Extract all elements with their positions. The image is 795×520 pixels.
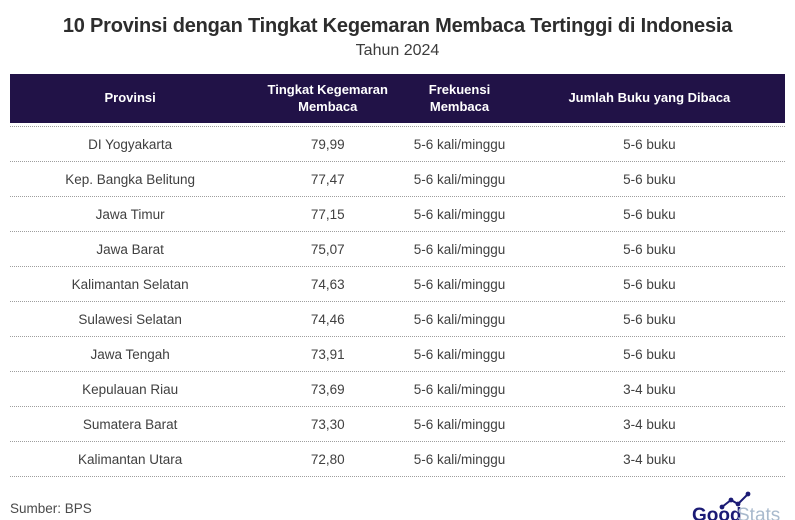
table-body: DI Yogyakarta 79,99 5-6 kali/minggu 5-6 buk… bbox=[10, 126, 785, 477]
table-cell: DI Yogyakarta bbox=[88, 136, 173, 152]
table-row: DI Yogyakarta 79,99 5-6 kali/minggu 5-6 buk… bbox=[10, 127, 785, 162]
table-row: Kalimantan Selatan 74,63 5-6 kali/minggu 5-… bbox=[10, 267, 785, 302]
table-cell: 79,99 bbox=[310, 136, 345, 152]
table-cell: Kep. Bangka Belitung bbox=[65, 171, 196, 187]
column-header: Frekuensi Membaca bbox=[428, 81, 491, 114]
table-row: Kalimantan Utara 72,80 5-6 kali/minggu 3-4 … bbox=[10, 442, 785, 477]
table-row: Jawa Barat 75,07 5-6 kali/minggu 5-6 buku bbox=[10, 232, 785, 267]
table-cell: 5-6 kali/minggu bbox=[413, 381, 506, 397]
table-cell: 5-6 buku bbox=[623, 346, 676, 362]
table-cell: 5-6 kali/minggu bbox=[413, 311, 506, 327]
trend-line-icon bbox=[719, 491, 751, 510]
table-cell: 5-6 kali/minggu bbox=[413, 136, 506, 152]
table-header-row: Provinsi Tingkat Kegemaran Membaca Frekuen… bbox=[10, 74, 785, 123]
table-cell: 73,69 bbox=[310, 381, 345, 397]
table-cell: 74,63 bbox=[310, 276, 345, 292]
table-cell: 77,47 bbox=[310, 171, 345, 187]
table-cell: 5-6 buku bbox=[623, 276, 676, 292]
table-cell: 5-6 buku bbox=[623, 206, 676, 222]
table-cell: 3-4 buku bbox=[623, 381, 676, 397]
source-label: Sumber: BPS bbox=[10, 500, 92, 516]
table-cell: 5-6 buku bbox=[623, 241, 676, 257]
table-cell: Kalimantan Selatan bbox=[71, 276, 189, 292]
page-subtitle: Tahun 2024 bbox=[355, 42, 440, 59]
table-cell: 3-4 buku bbox=[623, 451, 676, 467]
column-header: Jumlah Buku yang Dibaca bbox=[568, 90, 731, 106]
table-cell: 75,07 bbox=[310, 241, 345, 257]
table-cell: Kalimantan Utara bbox=[77, 451, 183, 467]
table-row: Jawa Tengah 73,91 5-6 kali/minggu 5-6 buku bbox=[10, 337, 785, 372]
table-cell: Kepulauan Riau bbox=[82, 381, 179, 397]
table-row: Sumatera Barat 73,30 5-6 kali/minggu 3-4 bu… bbox=[10, 407, 785, 442]
table-cell: 5-6 kali/minggu bbox=[413, 346, 506, 362]
table-cell: Jawa Timur bbox=[95, 206, 165, 222]
table-cell: Jawa Tengah bbox=[90, 346, 170, 362]
column-header: Provinsi bbox=[104, 90, 156, 106]
table-row: Jawa Timur 77,15 5-6 kali/minggu 5-6 buku bbox=[10, 197, 785, 232]
table-cell: 74,46 bbox=[310, 311, 345, 327]
table-cell: Jawa Barat bbox=[96, 241, 164, 257]
table-cell: 73,30 bbox=[310, 416, 345, 432]
table-cell: 5-6 buku bbox=[623, 171, 676, 187]
table-cell: 77,15 bbox=[310, 206, 345, 222]
goodstats-logo: Good Stats bbox=[692, 491, 780, 520]
table-cell: 5-6 kali/minggu bbox=[413, 241, 506, 257]
table-cell: 5-6 buku bbox=[623, 311, 676, 327]
table-cell: 5-6 kali/minggu bbox=[413, 416, 506, 432]
table-cell: 73,91 bbox=[310, 346, 345, 362]
logo-text-bold: Good bbox=[692, 505, 742, 520]
table-cell: 5-6 kali/minggu bbox=[413, 206, 506, 222]
column-header: Tingkat Kegemaran Membaca bbox=[267, 81, 388, 114]
data-table: Provinsi Tingkat Kegemaran Membaca Frekuen… bbox=[10, 74, 785, 477]
table-row: Kep. Bangka Belitung 77,47 5-6 kali/minggu… bbox=[10, 162, 785, 197]
table-cell: 5-6 kali/minggu bbox=[413, 451, 506, 467]
table-cell: 5-6 kali/minggu bbox=[413, 276, 506, 292]
logo-text-light: Stats bbox=[737, 505, 780, 520]
table-cell: Sumatera Barat bbox=[82, 416, 178, 432]
table-row: Sulawesi Selatan 74,46 5-6 kali/minggu 5-6 … bbox=[10, 302, 785, 337]
table-row: Kepulauan Riau 73,69 5-6 kali/minggu 3-4 bu… bbox=[10, 372, 785, 407]
footer: Sumber: BPS Good Stats bbox=[10, 489, 787, 520]
table-cell: 72,80 bbox=[310, 451, 345, 467]
page-title: 10 Provinsi dengan Tingkat Kegemaran Mem… bbox=[62, 15, 733, 37]
table-cell: 3-4 buku bbox=[623, 416, 676, 432]
table-cell: 5-6 kali/minggu bbox=[413, 171, 506, 187]
table-cell: Sulawesi Selatan bbox=[78, 311, 182, 327]
table-cell: 5-6 buku bbox=[623, 136, 676, 152]
